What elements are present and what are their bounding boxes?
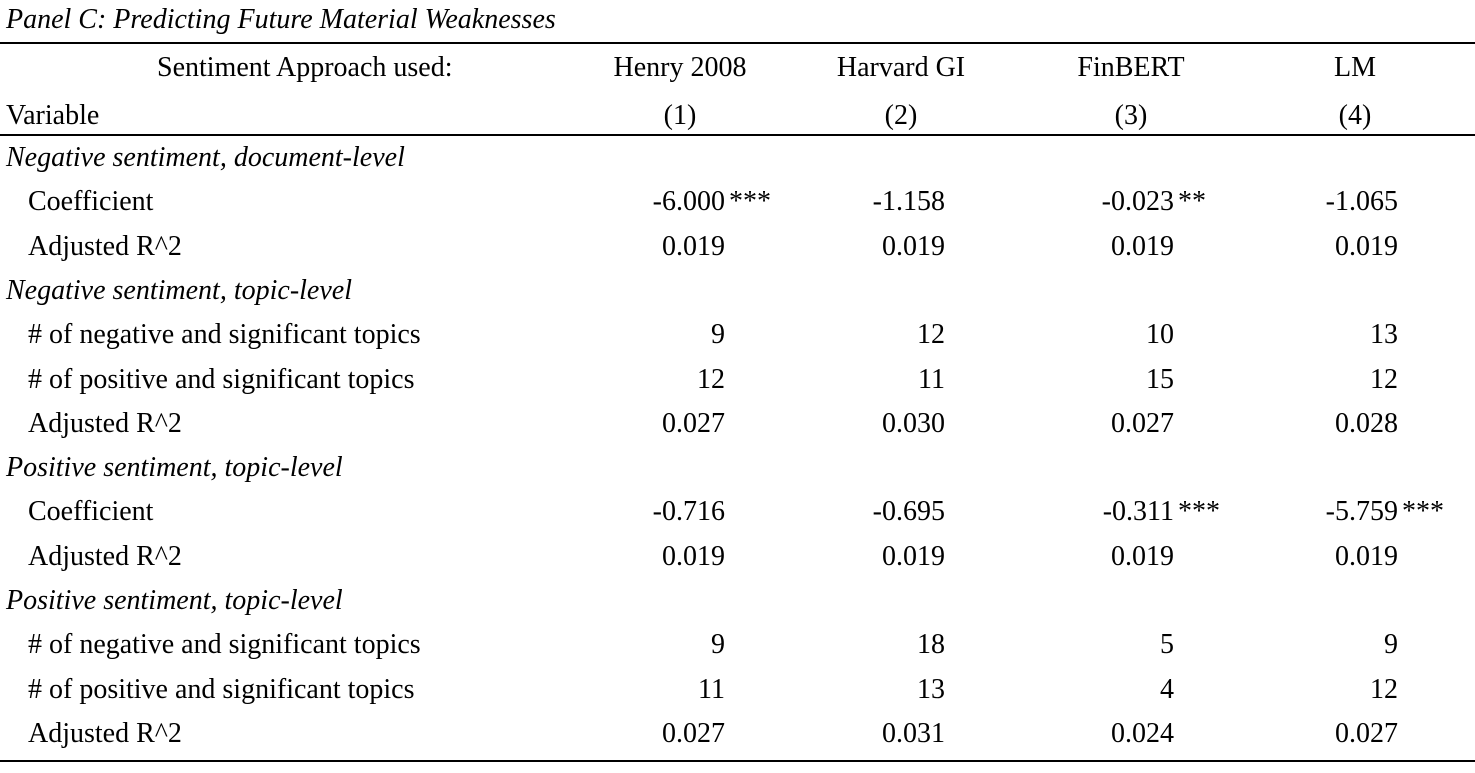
column-number-4: (4) [1338, 100, 1372, 131]
approach-label: Sentiment Approach used: [157, 52, 453, 83]
cell-value-col-2: 0.031 [882, 717, 945, 749]
table-row: # of positive and significant topics 11 13… [0, 670, 1475, 710]
cell-value-col-2: 0.019 [882, 540, 945, 572]
section-title: Positive sentiment, topic-level [6, 452, 343, 484]
header-number-row: Variable (1) (2) (3) (4) [0, 96, 1475, 136]
cell-value-col-3: 10 [1146, 319, 1174, 351]
table-row: Coefficient -0.716 -0.695 -0.311 *** -5.759 **… [0, 492, 1475, 532]
column-number-2: (2) [884, 100, 918, 131]
cell-value-col-2: -1.158 [872, 186, 945, 218]
cell-value-col-3: 0.019 [1111, 230, 1174, 262]
cell-value-col-4: 9 [1384, 629, 1398, 661]
cell-value-col-2: 18 [917, 629, 945, 661]
cell-value-col-3: 0.019 [1111, 540, 1174, 572]
cell-value-col-3: -0.023 [1101, 186, 1174, 218]
row-label: # of positive and significant topics [28, 673, 415, 705]
column-name-2: Harvard GI [836, 52, 966, 83]
top-rule [0, 42, 1475, 44]
significance-stars-col-3: ** [1178, 186, 1206, 218]
cell-value-col-4: 0.019 [1335, 230, 1398, 262]
cell-value-col-4: 0.028 [1335, 407, 1398, 439]
table-row: Coefficient -6.000 *** -1.158 -0.023 ** -1.065 [0, 182, 1475, 222]
table-row: Adjusted R^2 0.019 0.019 0.019 0.019 [0, 227, 1475, 267]
cell-value-col-4: -5.759 [1325, 496, 1398, 528]
cell-value-col-2: 13 [917, 673, 945, 705]
section-header-row: Negative sentiment, document-level [0, 138, 1475, 178]
cell-value-col-1: -6.000 [652, 186, 725, 218]
cell-value-col-4: 0.019 [1335, 540, 1398, 572]
cell-value-col-1: 0.027 [662, 407, 725, 439]
cell-value-col-1: 0.019 [662, 540, 725, 572]
row-label: # of negative and significant topics [28, 629, 421, 661]
cell-value-col-1: 9 [711, 319, 725, 351]
bottom-rule [0, 760, 1475, 763]
cell-value-col-3: 0.024 [1111, 717, 1174, 749]
column-name-4: LM [1334, 52, 1376, 83]
table-row: Adjusted R^2 0.019 0.019 0.019 0.019 [0, 537, 1475, 577]
panel-title: Panel C: Predicting Future Material Weak… [6, 4, 556, 35]
section-title: Negative sentiment, topic-level [6, 274, 352, 306]
cell-value-col-1: 0.027 [662, 717, 725, 749]
table-row: # of positive and significant topics 12 11… [0, 360, 1475, 400]
significance-stars-col-3: *** [1178, 496, 1220, 528]
table-row: Adjusted R^2 0.027 0.031 0.024 0.027 [0, 714, 1475, 754]
column-name-3: FinBERT [1077, 52, 1185, 83]
cell-value-col-4: 0.027 [1335, 717, 1398, 749]
row-label: Coefficient [28, 496, 154, 528]
row-label: Coefficient [28, 186, 154, 218]
significance-stars-col-4: *** [1402, 496, 1444, 528]
cell-value-col-2: 0.019 [882, 230, 945, 262]
cell-value-col-1: 0.019 [662, 230, 725, 262]
cell-value-col-1: 9 [711, 629, 725, 661]
row-label: Adjusted R^2 [28, 717, 182, 749]
table-row: # of negative and significant topics 9 12 1… [0, 315, 1475, 355]
cell-value-col-1: 11 [698, 673, 725, 705]
row-label: # of positive and significant topics [28, 363, 415, 395]
row-label: # of negative and significant topics [28, 319, 421, 351]
cell-value-col-3: 15 [1146, 363, 1174, 395]
cell-value-col-4: -1.065 [1325, 186, 1398, 218]
cell-value-col-2: 0.030 [882, 407, 945, 439]
header-approach-row: Sentiment Approach used: Henry 2008 Harv… [0, 48, 1475, 88]
variable-label: Variable [6, 100, 100, 131]
section-header-row: Positive sentiment, topic-level [0, 581, 1475, 621]
section-header-row: Positive sentiment, topic-level [0, 448, 1475, 488]
cell-value-col-2: 12 [917, 319, 945, 351]
table-row: Adjusted R^2 0.027 0.030 0.027 0.028 [0, 404, 1475, 444]
section-title: Negative sentiment, document-level [6, 142, 405, 173]
significance-stars-col-1: *** [729, 186, 771, 218]
section-header-row: Negative sentiment, topic-level [0, 271, 1475, 311]
table-row: # of negative and significant topics 9 18 5… [0, 625, 1475, 665]
cell-value-col-2: -0.695 [872, 496, 945, 528]
column-number-3: (3) [1114, 100, 1148, 131]
cell-value-col-3: 0.027 [1111, 407, 1174, 439]
header-rule [0, 134, 1475, 136]
row-label: Adjusted R^2 [28, 230, 182, 262]
cell-value-col-4: 12 [1370, 673, 1398, 705]
row-label: Adjusted R^2 [28, 407, 182, 439]
cell-value-col-4: 12 [1370, 363, 1398, 395]
cell-value-col-1: -0.716 [652, 496, 725, 528]
cell-value-col-4: 13 [1370, 319, 1398, 351]
cell-value-col-1: 12 [697, 363, 725, 395]
cell-value-col-3: 5 [1160, 629, 1174, 661]
column-number-1: (1) [663, 100, 697, 131]
column-name-1: Henry 2008 [613, 52, 747, 83]
cell-value-col-2: 11 [918, 363, 945, 395]
section-title: Positive sentiment, topic-level [6, 585, 343, 616]
cell-value-col-3: 4 [1160, 673, 1174, 705]
cell-value-col-3: -0.311 [1102, 496, 1174, 528]
row-label: Adjusted R^2 [28, 540, 182, 572]
